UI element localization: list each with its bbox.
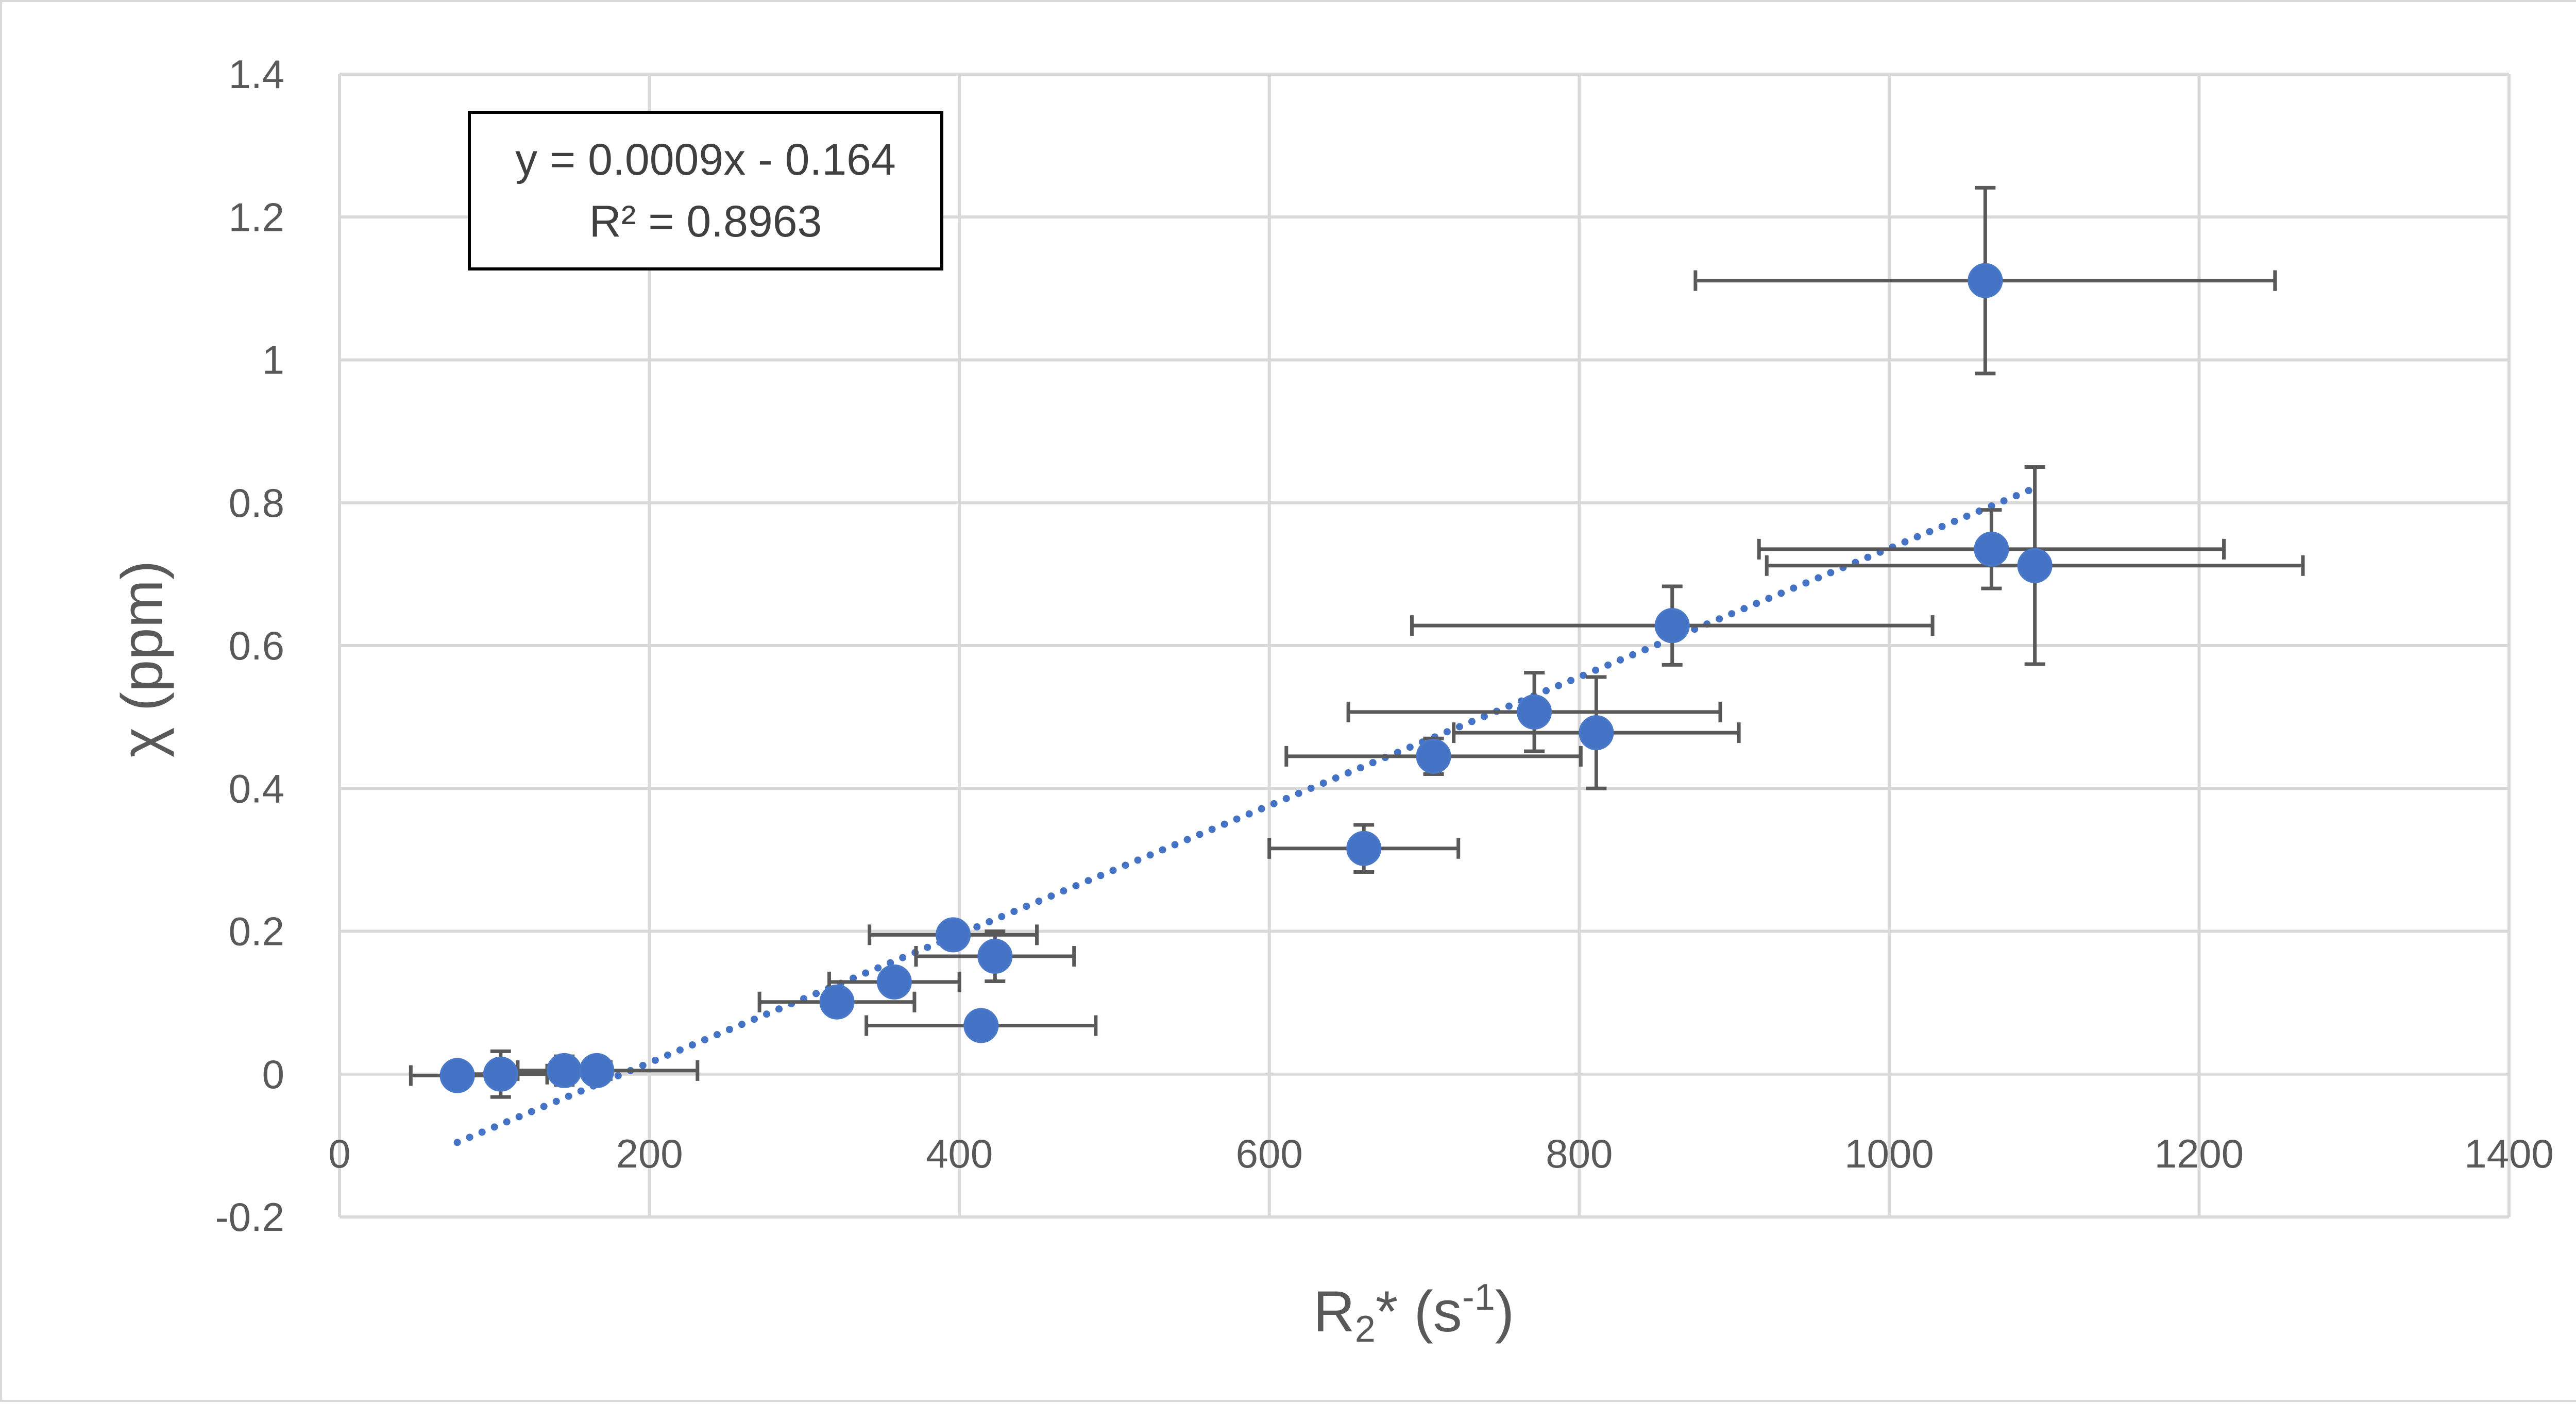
data-point <box>963 1008 999 1043</box>
y-tick-label: 0.4 <box>229 766 284 811</box>
x-tick-label: 200 <box>616 1131 683 1176</box>
data-point <box>819 984 855 1020</box>
x-axis-title-end: ) <box>1495 1279 1514 1344</box>
x-tick-label: 600 <box>1236 1131 1303 1176</box>
data-point <box>547 1053 582 1088</box>
data-point <box>1517 694 1552 730</box>
data-points <box>439 263 2053 1093</box>
x-tick-label: 1200 <box>2155 1131 2244 1176</box>
data-point <box>1346 831 1382 866</box>
data-point <box>1579 715 1614 751</box>
x-tick-label: 1400 <box>2464 1131 2554 1176</box>
x-axis-title-subscript: 2 <box>1355 1309 1376 1350</box>
data-point <box>1654 608 1690 644</box>
y-tick-label: 1 <box>262 337 284 383</box>
error-bars <box>409 185 2305 1099</box>
y-tick-label: 0.8 <box>229 480 284 526</box>
y-tick-label: 1.4 <box>229 52 284 97</box>
trendline-equation: y = 0.0009x - 0.164 <box>515 135 896 184</box>
x-axis-title-middle: * (s <box>1376 1279 1462 1344</box>
data-point <box>2017 548 2053 583</box>
trendline-equation-box: y = 0.0009x - 0.164 R² = 0.8963 <box>468 111 943 270</box>
x-tick-label: 400 <box>926 1131 993 1176</box>
x-tick-label: 1000 <box>1844 1131 1934 1176</box>
y-tick-label: 0 <box>262 1052 284 1097</box>
y-tick-label: 1.2 <box>229 194 284 240</box>
trendline-r-squared: R² = 0.8963 <box>589 197 822 246</box>
data-point <box>579 1053 615 1088</box>
data-point <box>1968 263 2003 298</box>
x-axis-title-superscript: -1 <box>1462 1277 1495 1318</box>
data-point <box>1416 738 1451 774</box>
x-tick-label: 800 <box>1546 1131 1613 1176</box>
y-axis-title: χ (ppm) <box>110 561 174 757</box>
data-point <box>936 917 971 953</box>
data-point <box>977 939 1013 974</box>
tick-labels: 0 200 400 600 800 1000 1200 1400 -0.2 0 0.2 0.4 0.6 0… <box>215 52 2554 1240</box>
x-axis-title: R2* (s-1) <box>1313 1277 1514 1350</box>
y-tick-label: 0.6 <box>229 623 284 668</box>
data-point <box>483 1056 518 1092</box>
data-point <box>439 1058 475 1093</box>
y-tick-label: -0.2 <box>215 1194 284 1240</box>
gridlines <box>338 73 2511 1219</box>
y-tick-label: 0.2 <box>229 909 284 954</box>
trendline <box>453 484 2039 1146</box>
data-point <box>1974 531 2009 567</box>
trendline-line <box>453 484 2039 1146</box>
x-tick-label: 0 <box>328 1131 350 1176</box>
x-axis-title-base: R <box>1313 1279 1355 1344</box>
data-point <box>876 964 912 1000</box>
